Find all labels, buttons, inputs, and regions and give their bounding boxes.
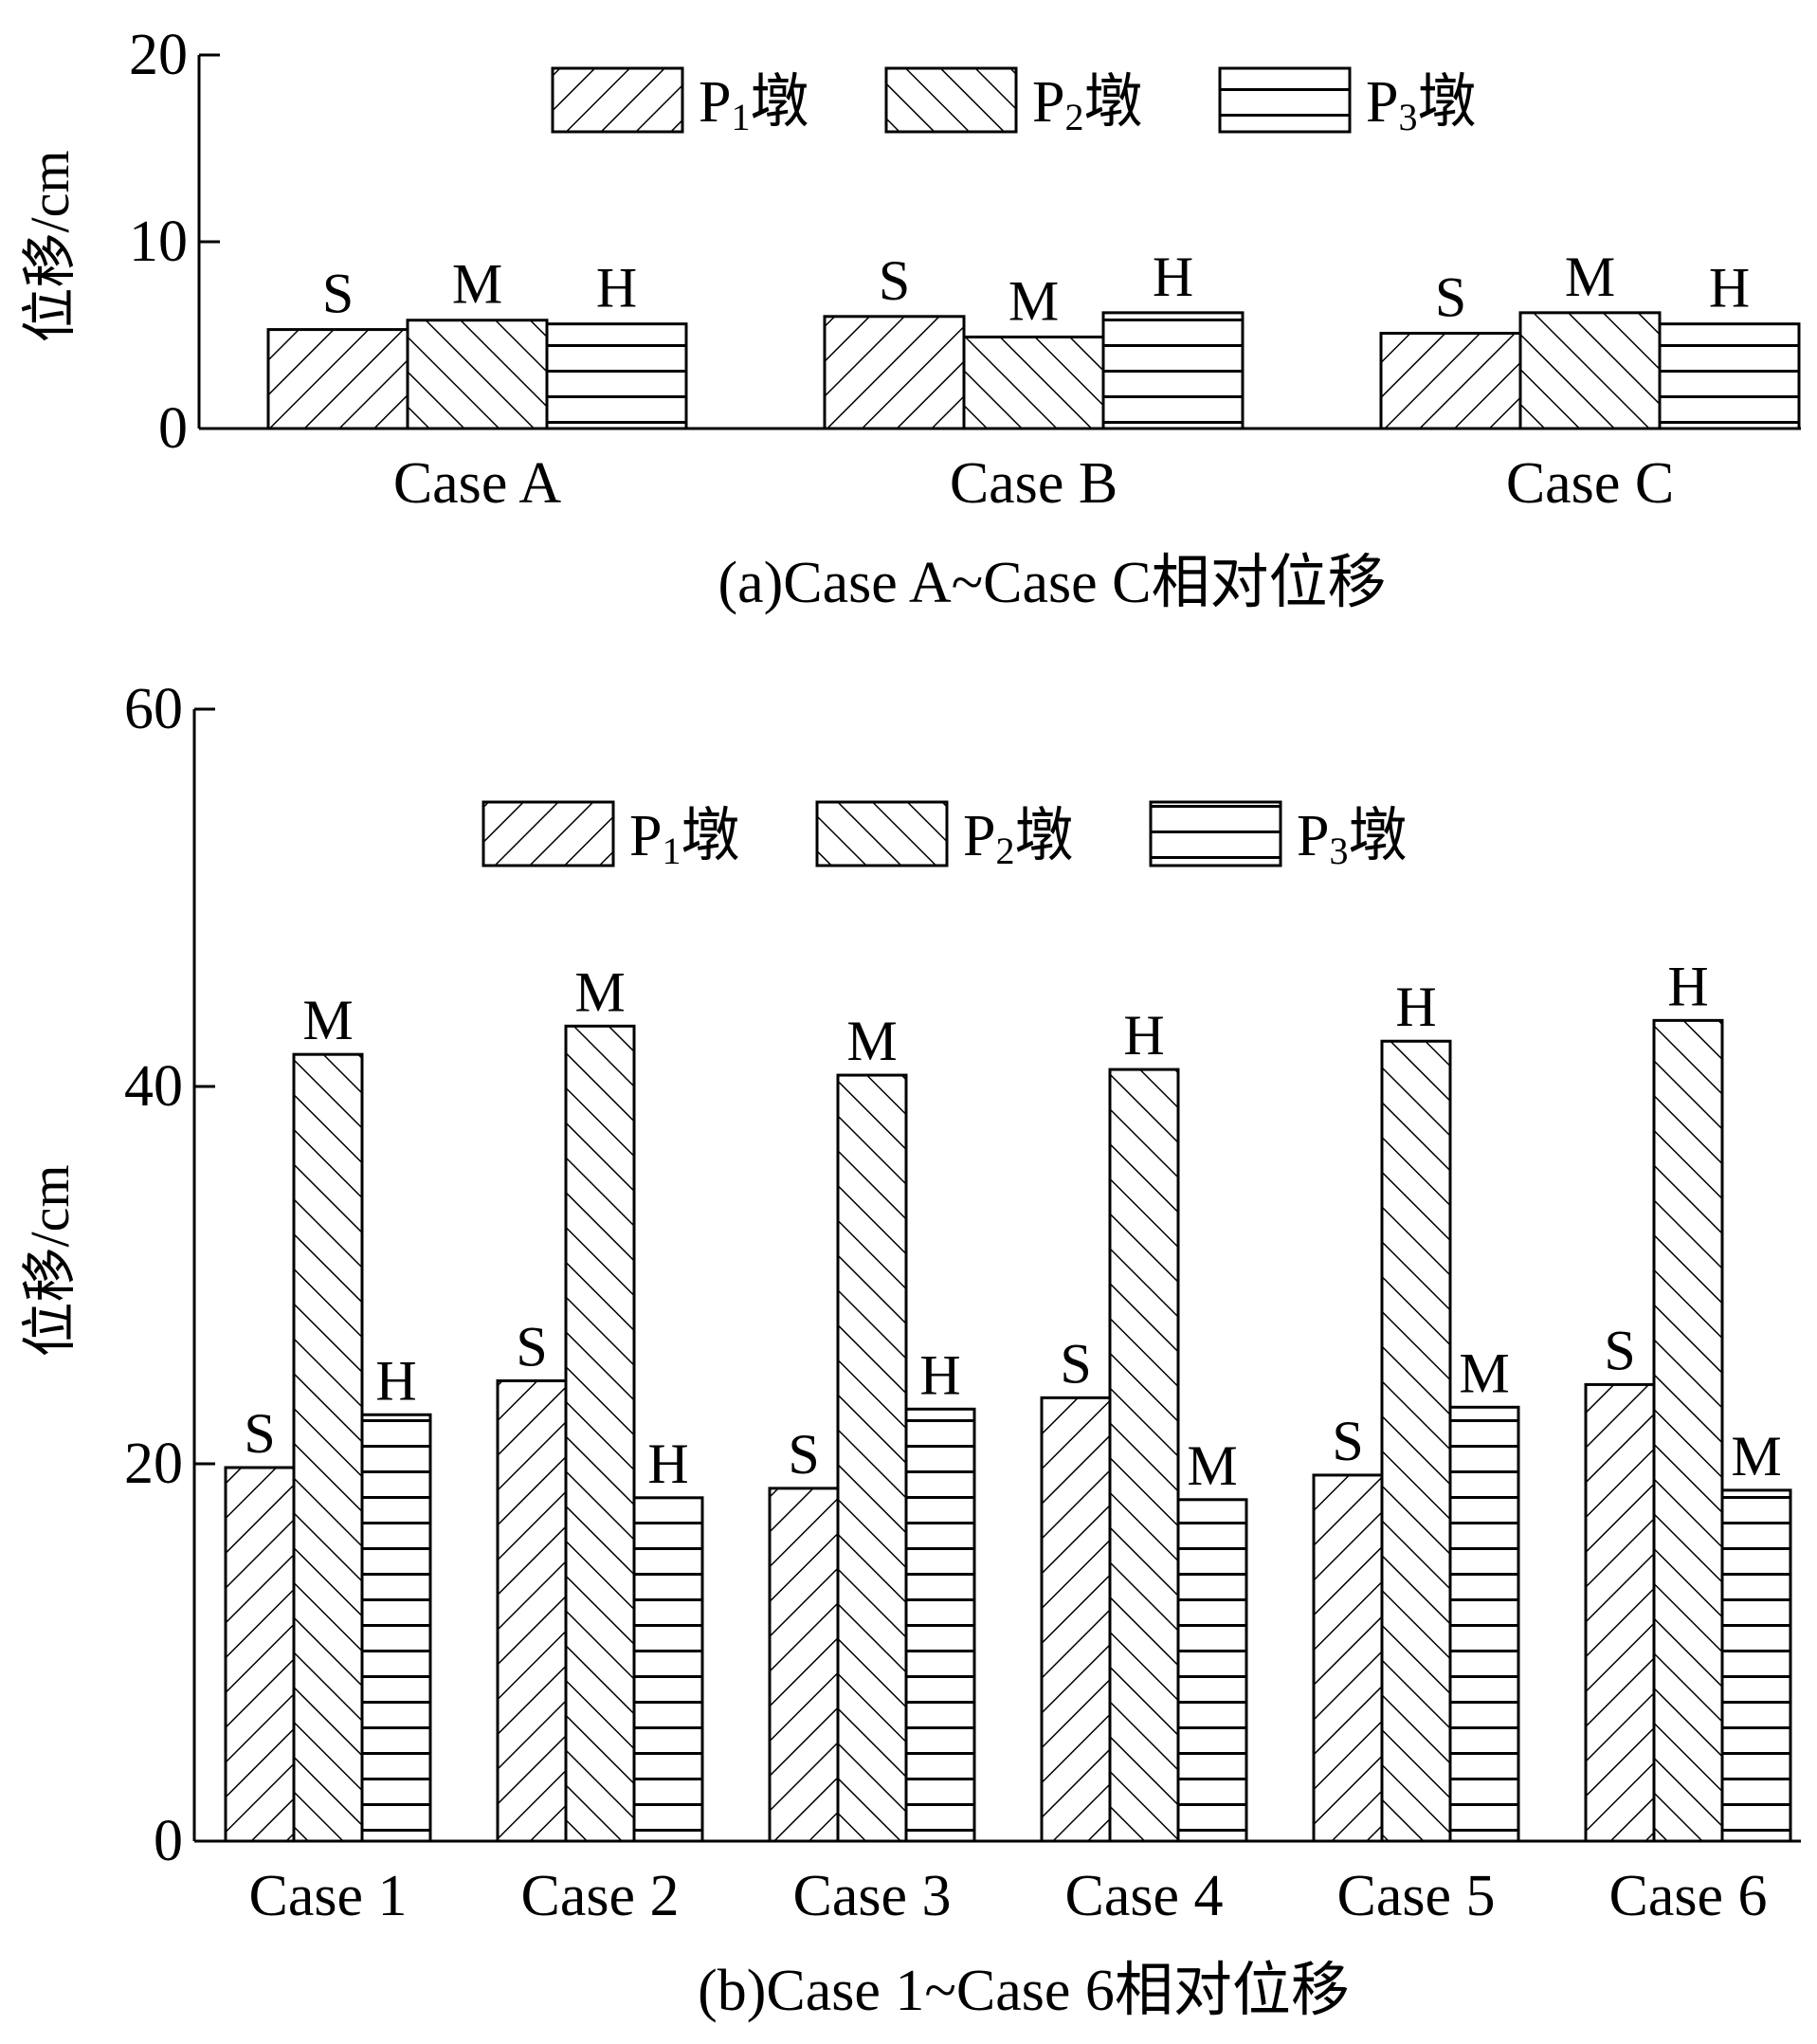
- bar-p1-case-1: [224, 1466, 296, 1843]
- bar-p1-case-5: [1312, 1473, 1384, 1843]
- legend-swatch-p2: [815, 800, 949, 867]
- legend-item-p1: P1墩: [482, 800, 740, 872]
- bar-p3-case-4: [1176, 1498, 1248, 1843]
- bar-p3-case-a: [545, 322, 688, 430]
- bar-data-label: H: [596, 257, 637, 319]
- y-tick-label: 40: [124, 1054, 183, 1119]
- legend-swatch-p1: [482, 800, 615, 867]
- x-category-label: Case 5: [1336, 1864, 1495, 1928]
- bar-p3-case-6: [1720, 1488, 1792, 1843]
- bar-data-label: M: [846, 1010, 897, 1072]
- bar-p2-case-4: [1108, 1068, 1180, 1843]
- bar-data-label: H: [1153, 246, 1193, 308]
- bar-data-label: H: [1395, 976, 1436, 1038]
- bar-data-label: M: [1008, 269, 1059, 332]
- bar-data-label: M: [1459, 1341, 1509, 1404]
- bar-data-label: S: [322, 263, 354, 325]
- panel-b-legend: P1墩 P2墩 P3墩: [482, 800, 1408, 872]
- bar-data-label: M: [302, 989, 353, 1051]
- bar-data-label: H: [1667, 955, 1708, 1017]
- bar-p1-case-6: [1584, 1382, 1656, 1843]
- x-category-label: Case A: [393, 451, 562, 516]
- bar-p2-case-3: [836, 1073, 908, 1843]
- legend-label-p2: P2墩: [963, 804, 1074, 872]
- x-category-label: Case 4: [1064, 1864, 1223, 1928]
- bar-data-label: S: [516, 1315, 547, 1378]
- bar-p3-case-b: [1101, 311, 1245, 430]
- bar-data-label: H: [919, 1343, 960, 1406]
- panel-a-plot-area: 0 10 20 S M H Case A S M H Case B S M H Case C: [129, 23, 1801, 516]
- bar-p2-case-2: [564, 1024, 636, 1843]
- bar-p2-case-c: [1518, 311, 1662, 430]
- bar-p1-case-4: [1040, 1396, 1112, 1843]
- x-category-label: Case 3: [792, 1864, 951, 1928]
- x-category-label: Case 6: [1608, 1864, 1767, 1928]
- y-tick-label: 60: [124, 677, 183, 741]
- legend-swatch-p3: [1149, 800, 1282, 867]
- y-tick-label: 10: [129, 210, 188, 274]
- legend-swatch-p1: [551, 66, 684, 134]
- y-tick-label: 0: [154, 1809, 183, 1873]
- bar-data-label: H: [375, 1349, 416, 1412]
- bar-p1-case-a: [266, 328, 409, 430]
- bar-data-label: S: [1060, 1332, 1091, 1395]
- bar-p2-case-1: [292, 1052, 364, 1843]
- bar-data-label: S: [244, 1402, 275, 1465]
- legend-item-p3: P3墩: [1149, 800, 1408, 872]
- legend-label-p3: P3墩: [1366, 70, 1477, 138]
- bar-data-label: S: [1604, 1319, 1635, 1381]
- legend-item-p1: P1墩: [551, 66, 809, 138]
- panel-a-caption: (a)Case A~Case C相对位移: [718, 551, 1386, 615]
- legend-item-p2: P2墩: [815, 800, 1074, 872]
- legend-item-p3: P3墩: [1218, 66, 1477, 138]
- y-tick-label: 20: [129, 23, 188, 87]
- bar-p2-case-6: [1652, 1018, 1724, 1843]
- y-tick-label: 20: [124, 1432, 183, 1496]
- bar-p3-case-3: [904, 1407, 976, 1843]
- legend-label-p1: P1墩: [699, 70, 809, 138]
- bar-p1-case-2: [496, 1378, 568, 1843]
- bar-data-label: H: [647, 1433, 688, 1495]
- bar-data-label: M: [1731, 1425, 1781, 1487]
- bar-data-label: S: [1332, 1410, 1363, 1472]
- panel-b-caption: (b)Case 1~Case 6相对位移: [698, 1959, 1350, 2023]
- panel-b-plot-area: 0 20 40 60 S M H Case 1 S M H Case 2 S M H Case 3 S H M Cas…: [124, 677, 1801, 1928]
- bar-p3-case-1: [360, 1413, 432, 1843]
- bar-p2-case-b: [962, 335, 1105, 430]
- bar-p1-case-c: [1379, 332, 1522, 430]
- bar-data-label: S: [788, 1423, 819, 1486]
- panel-a-ylabel: 位移/cm: [19, 151, 81, 343]
- panel-a: 位移/cm 0 10 20 S M H Case A S M H Case B S M H Case C P…: [19, 23, 1801, 615]
- bar-p2-case-a: [406, 319, 549, 430]
- panel-b: 位移/cm 0 20 40 60 S M H Case 1 S M H Case 2 S M H Case 3…: [19, 677, 1801, 2023]
- panel-a-legend: P1墩 P2墩 P3墩: [551, 66, 1477, 138]
- legend-label-p3: P3墩: [1297, 804, 1408, 872]
- panel-b-ylabel: 位移/cm: [19, 1165, 81, 1358]
- bar-p1-case-b: [823, 315, 966, 430]
- bar-data-label: M: [1187, 1434, 1237, 1497]
- bar-data-label: S: [879, 249, 910, 312]
- bar-data-label: H: [1709, 257, 1750, 319]
- legend-swatch-p2: [884, 66, 1018, 134]
- bar-data-label: M: [574, 960, 625, 1023]
- bar-data-label: M: [1565, 246, 1615, 308]
- legend-item-p2: P2墩: [884, 66, 1143, 138]
- x-category-label: Case 2: [520, 1864, 679, 1928]
- bar-p1-case-3: [768, 1487, 840, 1843]
- legend-label-p2: P2墩: [1032, 70, 1143, 138]
- bar-data-label: S: [1435, 266, 1466, 329]
- y-tick-label: 0: [158, 396, 188, 461]
- x-category-label: Case C: [1506, 451, 1674, 516]
- bar-p2-case-5: [1380, 1039, 1452, 1843]
- bar-data-label: M: [452, 253, 502, 316]
- bar-p3-case-5: [1448, 1405, 1520, 1843]
- x-category-label: Case B: [950, 451, 1117, 516]
- legend-label-p1: P1墩: [629, 804, 740, 872]
- legend-swatch-p3: [1218, 66, 1352, 134]
- x-category-label: Case 1: [248, 1864, 407, 1928]
- bar-data-label: H: [1123, 1004, 1164, 1067]
- bar-p3-case-c: [1658, 322, 1801, 430]
- bar-p3-case-2: [632, 1496, 704, 1843]
